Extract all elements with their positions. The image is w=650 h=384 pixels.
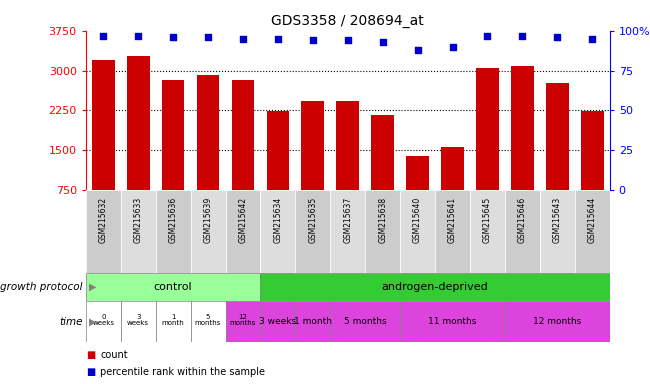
Text: count: count: [100, 350, 127, 360]
Bar: [406, 156, 429, 190]
Point: [168, 34, 178, 40]
Bar: [261, 273, 610, 301]
Text: time: time: [59, 316, 83, 327]
Bar: [190, 301, 226, 342]
Text: 3 weeks: 3 weeks: [259, 317, 296, 326]
Text: GSM215634: GSM215634: [274, 197, 282, 243]
Bar: [121, 301, 155, 342]
Point: [587, 36, 597, 42]
Point: [447, 44, 458, 50]
Text: 12 months: 12 months: [533, 317, 582, 326]
Bar: [155, 190, 190, 273]
Bar: [226, 190, 261, 273]
Point: [203, 34, 213, 40]
Bar: [505, 301, 610, 342]
Text: 1
month: 1 month: [162, 314, 185, 326]
Bar: [400, 190, 435, 273]
Point: [98, 32, 109, 38]
Point: [552, 34, 562, 40]
Bar: [162, 80, 185, 190]
Bar: [86, 273, 261, 301]
Text: GSM215638: GSM215638: [378, 197, 387, 243]
Bar: [86, 190, 121, 273]
Bar: [546, 83, 569, 190]
Bar: [371, 115, 394, 190]
Point: [307, 37, 318, 43]
Bar: [266, 111, 289, 190]
Text: GSM215632: GSM215632: [99, 197, 108, 243]
Text: 12
months: 12 months: [230, 314, 256, 326]
Text: GSM215639: GSM215639: [203, 197, 213, 243]
Point: [412, 47, 423, 53]
Bar: [540, 190, 575, 273]
Text: GSM215646: GSM215646: [518, 197, 527, 243]
Bar: [127, 56, 150, 190]
Bar: [121, 190, 155, 273]
Text: percentile rank within the sample: percentile rank within the sample: [100, 367, 265, 377]
Text: GSM215644: GSM215644: [588, 197, 597, 243]
Bar: [476, 68, 499, 190]
Point: [343, 37, 353, 43]
Bar: [330, 190, 365, 273]
Point: [238, 36, 248, 42]
Bar: [365, 190, 400, 273]
Text: GSM215635: GSM215635: [308, 197, 317, 243]
Point: [482, 32, 493, 38]
Text: GSM215641: GSM215641: [448, 197, 457, 243]
Title: GDS3358 / 208694_at: GDS3358 / 208694_at: [272, 14, 424, 28]
Text: 5
months: 5 months: [195, 314, 221, 326]
Text: GSM215637: GSM215637: [343, 197, 352, 243]
Text: 1 month: 1 month: [294, 317, 332, 326]
Text: ▶: ▶: [89, 282, 97, 292]
Text: GSM215645: GSM215645: [483, 197, 492, 243]
Text: ▶: ▶: [89, 316, 97, 327]
Bar: [470, 190, 505, 273]
Bar: [302, 101, 324, 190]
Bar: [86, 301, 121, 342]
Bar: [226, 301, 261, 342]
Text: 11 months: 11 months: [428, 317, 476, 326]
Point: [133, 32, 144, 38]
Bar: [337, 101, 359, 190]
Bar: [575, 190, 610, 273]
Text: GSM215640: GSM215640: [413, 197, 422, 243]
Bar: [330, 301, 400, 342]
Text: GSM215633: GSM215633: [134, 197, 143, 243]
Point: [378, 39, 388, 45]
Text: GSM215642: GSM215642: [239, 197, 248, 243]
Bar: [231, 80, 254, 190]
Text: ■: ■: [86, 367, 95, 377]
Text: GSM215636: GSM215636: [168, 197, 177, 243]
Point: [517, 32, 528, 38]
Text: GSM215643: GSM215643: [552, 197, 562, 243]
Point: [273, 36, 283, 42]
Bar: [92, 60, 114, 190]
Bar: [441, 147, 464, 190]
Bar: [190, 190, 226, 273]
Text: 3
weeks: 3 weeks: [127, 314, 150, 326]
Text: growth protocol: growth protocol: [0, 282, 83, 292]
Bar: [400, 301, 505, 342]
Bar: [261, 301, 295, 342]
Bar: [295, 190, 330, 273]
Bar: [511, 66, 534, 190]
Text: 5 months: 5 months: [344, 317, 387, 326]
Text: androgen-deprived: androgen-deprived: [382, 282, 488, 292]
Text: control: control: [154, 282, 192, 292]
Bar: [197, 75, 220, 190]
Bar: [155, 301, 190, 342]
Text: 0
weeks: 0 weeks: [92, 314, 114, 326]
Text: ■: ■: [86, 350, 95, 360]
Bar: [295, 301, 330, 342]
Bar: [435, 190, 470, 273]
Bar: [581, 111, 604, 190]
Bar: [261, 190, 295, 273]
Bar: [505, 190, 540, 273]
